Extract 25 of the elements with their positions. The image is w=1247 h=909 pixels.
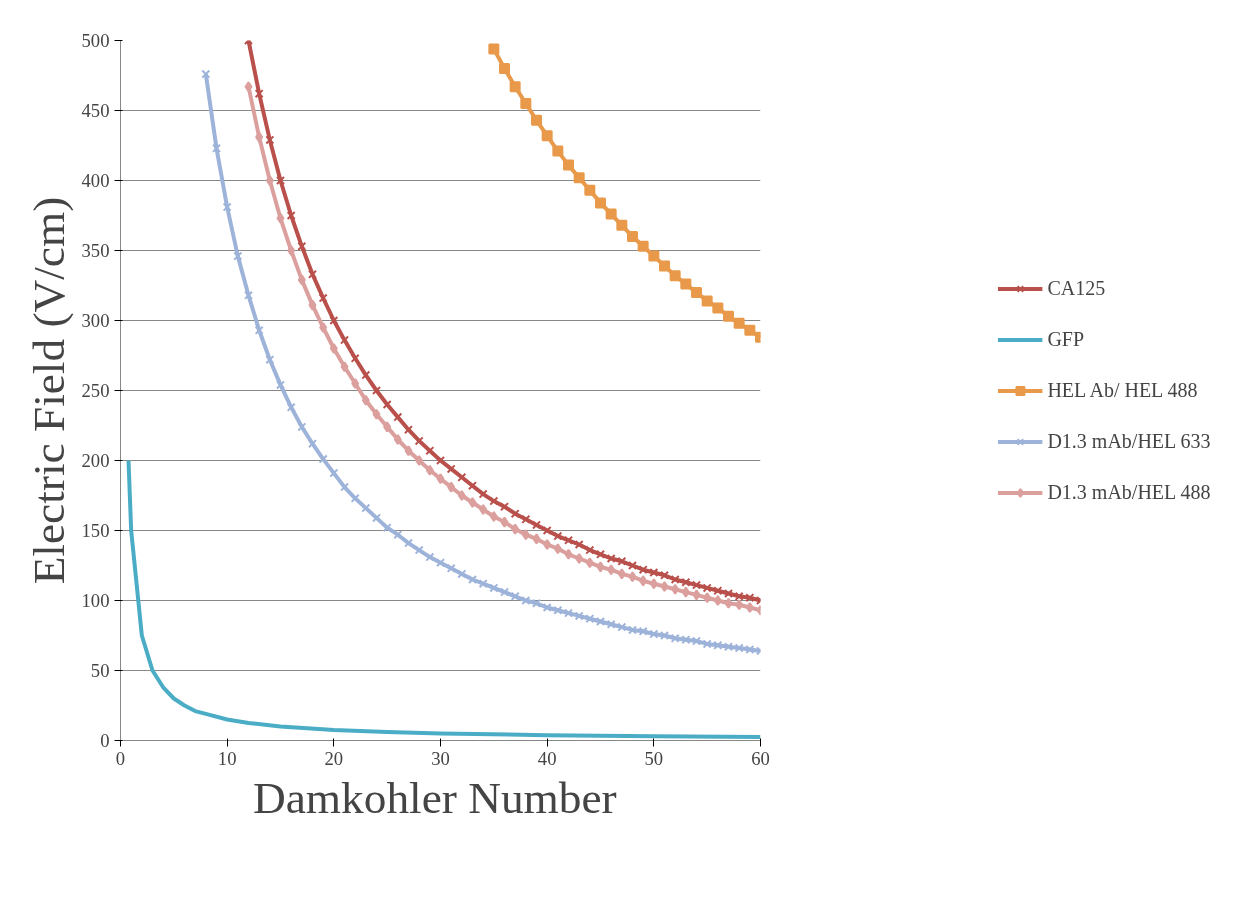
legend-label: GFP — [1047, 327, 1085, 351]
x-tick-label: 60 — [751, 747, 770, 769]
legend-label: HEL Ab/ HEL 488 — [1047, 378, 1198, 402]
x-tick-label: 40 — [537, 747, 557, 769]
legend-label: CA125 — [1047, 276, 1106, 300]
x-tick-label: 30 — [431, 747, 450, 769]
legend-label: D1.3 mAb/HEL 633 — [1047, 429, 1211, 453]
y-tick-label: 500 — [81, 30, 110, 51]
y-tick-label: 450 — [81, 100, 110, 121]
legend-label: D1.3 mAb/HEL 488 — [1047, 480, 1211, 504]
y-axis-title: Electric Field (V/cm) — [23, 196, 74, 585]
x-tick-label: 10 — [217, 747, 237, 769]
y-tick-label: 150 — [81, 520, 110, 541]
x-tick-label: 20 — [324, 747, 344, 769]
y-tick-label: 50 — [90, 660, 110, 681]
x-tick-label: 0 — [115, 747, 126, 769]
y-tick-label: 100 — [81, 590, 110, 611]
y-tick-label: 250 — [81, 380, 110, 401]
y-tick-label: 400 — [81, 170, 110, 191]
y-tick-label: 0 — [100, 730, 110, 751]
y-tick-label: 200 — [81, 450, 110, 471]
x-axis-title: Damkohler Number — [252, 772, 617, 823]
y-tick-label: 300 — [81, 310, 110, 331]
y-tick-label: 350 — [81, 240, 110, 261]
x-tick-label: 50 — [644, 747, 664, 769]
